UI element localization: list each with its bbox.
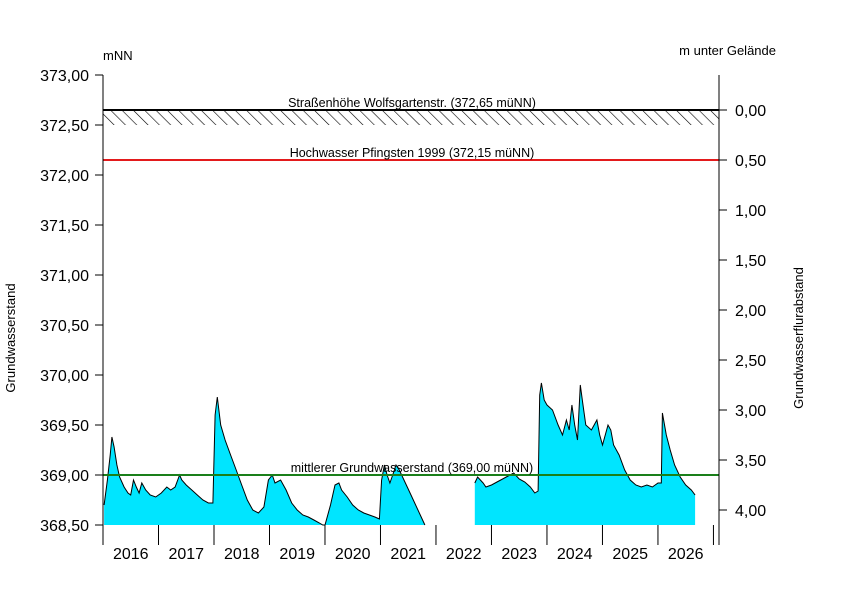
- line-series-1: [103, 396, 426, 526]
- y-tick-label: 371,50: [40, 218, 89, 235]
- y-right-tick-label: 0,50: [735, 153, 766, 170]
- y-tick-label: 372,00: [40, 168, 89, 185]
- right-unit-label: m unter Gelände: [679, 43, 776, 58]
- y-tick-label: 373,00: [40, 68, 89, 85]
- left-unit-label: mNN: [103, 48, 133, 63]
- x-tick-label: 2026: [668, 546, 704, 563]
- y-tick-label: 369,00: [40, 468, 89, 485]
- line-series-2: [474, 382, 696, 496]
- y-right-tick-label: 3,00: [735, 403, 766, 420]
- x-tick-label: 2016: [113, 546, 149, 563]
- y-tick-label: 372,50: [40, 118, 89, 135]
- area-series-2: [474, 383, 696, 525]
- x-tick-label: 2023: [501, 546, 537, 563]
- reference-label-3: mittlerer Grundwasserstand (369,00 müNN): [291, 461, 533, 475]
- x-tick-label: 2018: [224, 546, 260, 563]
- x-tick-label: 2017: [168, 546, 204, 563]
- x-tick-label: 2024: [557, 546, 593, 563]
- y-axis-right-label: Grundwasserflurabstand: [791, 267, 806, 409]
- x-tick-label: 2019: [279, 546, 315, 563]
- reference-label-2: Hochwasser Pfingsten 1999 (372,15 müNN): [290, 146, 535, 160]
- y-tick-label: 371,00: [40, 268, 89, 285]
- y-right-tick-label: 2,50: [735, 353, 766, 370]
- y-right-tick-label: 4,00: [735, 503, 766, 520]
- reference-label-1: Straßenhöhe Wolfsgartenstr. (372,65 müNN…: [288, 96, 536, 110]
- y-tick-label: 370,50: [40, 318, 89, 335]
- y-right-tick-label: 1,00: [735, 203, 766, 220]
- x-tick-label: 2021: [390, 546, 426, 563]
- y-right-tick-label: 0,00: [735, 103, 766, 120]
- x-tick-label: 2020: [335, 546, 371, 563]
- y-tick-label: 369,50: [40, 418, 89, 435]
- area-series-1: [104, 397, 425, 525]
- x-tick-label: 2025: [612, 546, 648, 563]
- y-tick-label: 370,00: [40, 368, 89, 385]
- y-right-tick-label: 1,50: [735, 253, 766, 270]
- y-right-tick-label: 3,50: [735, 453, 766, 470]
- y-axis-label: Grundwasserstand: [3, 283, 18, 392]
- ground-hatch: [103, 110, 719, 125]
- x-tick-label: 2022: [446, 546, 482, 563]
- y-right-tick-label: 2,00: [735, 303, 766, 320]
- y-tick-label: 368,50: [40, 518, 89, 535]
